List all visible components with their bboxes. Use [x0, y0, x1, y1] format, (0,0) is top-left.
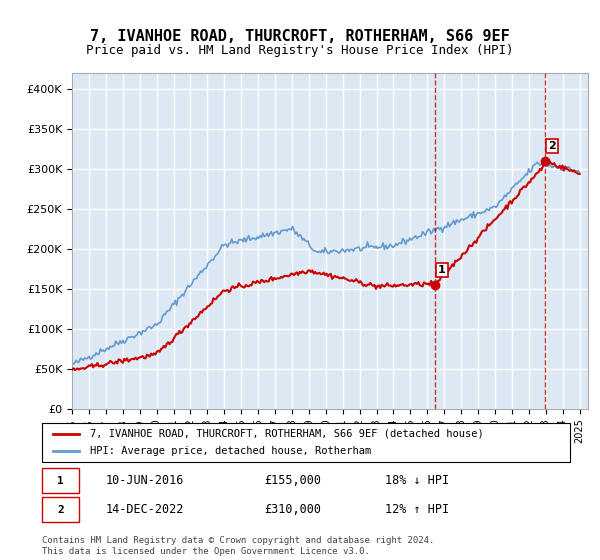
Text: 1: 1: [57, 476, 64, 486]
FancyBboxPatch shape: [42, 497, 79, 522]
Text: 2: 2: [57, 505, 64, 515]
FancyBboxPatch shape: [42, 469, 79, 493]
Text: 7, IVANHOE ROAD, THURCROFT, ROTHERHAM, S66 9EF: 7, IVANHOE ROAD, THURCROFT, ROTHERHAM, S…: [90, 29, 510, 44]
Text: 7, IVANHOE ROAD, THURCROFT, ROTHERHAM, S66 9EF (detached house): 7, IVANHOE ROAD, THURCROFT, ROTHERHAM, S…: [89, 429, 483, 439]
Text: £155,000: £155,000: [264, 474, 321, 487]
Text: HPI: Average price, detached house, Rotherham: HPI: Average price, detached house, Roth…: [89, 446, 371, 456]
Text: 12% ↑ HPI: 12% ↑ HPI: [385, 503, 449, 516]
Text: 2: 2: [548, 141, 556, 151]
Text: 1: 1: [438, 265, 446, 275]
Text: 14-DEC-2022: 14-DEC-2022: [106, 503, 184, 516]
FancyBboxPatch shape: [42, 423, 570, 462]
Text: Contains HM Land Registry data © Crown copyright and database right 2024.
This d: Contains HM Land Registry data © Crown c…: [42, 536, 434, 556]
Text: 18% ↓ HPI: 18% ↓ HPI: [385, 474, 449, 487]
Text: Price paid vs. HM Land Registry's House Price Index (HPI): Price paid vs. HM Land Registry's House …: [86, 44, 514, 57]
Text: £310,000: £310,000: [264, 503, 321, 516]
Text: 10-JUN-2016: 10-JUN-2016: [106, 474, 184, 487]
